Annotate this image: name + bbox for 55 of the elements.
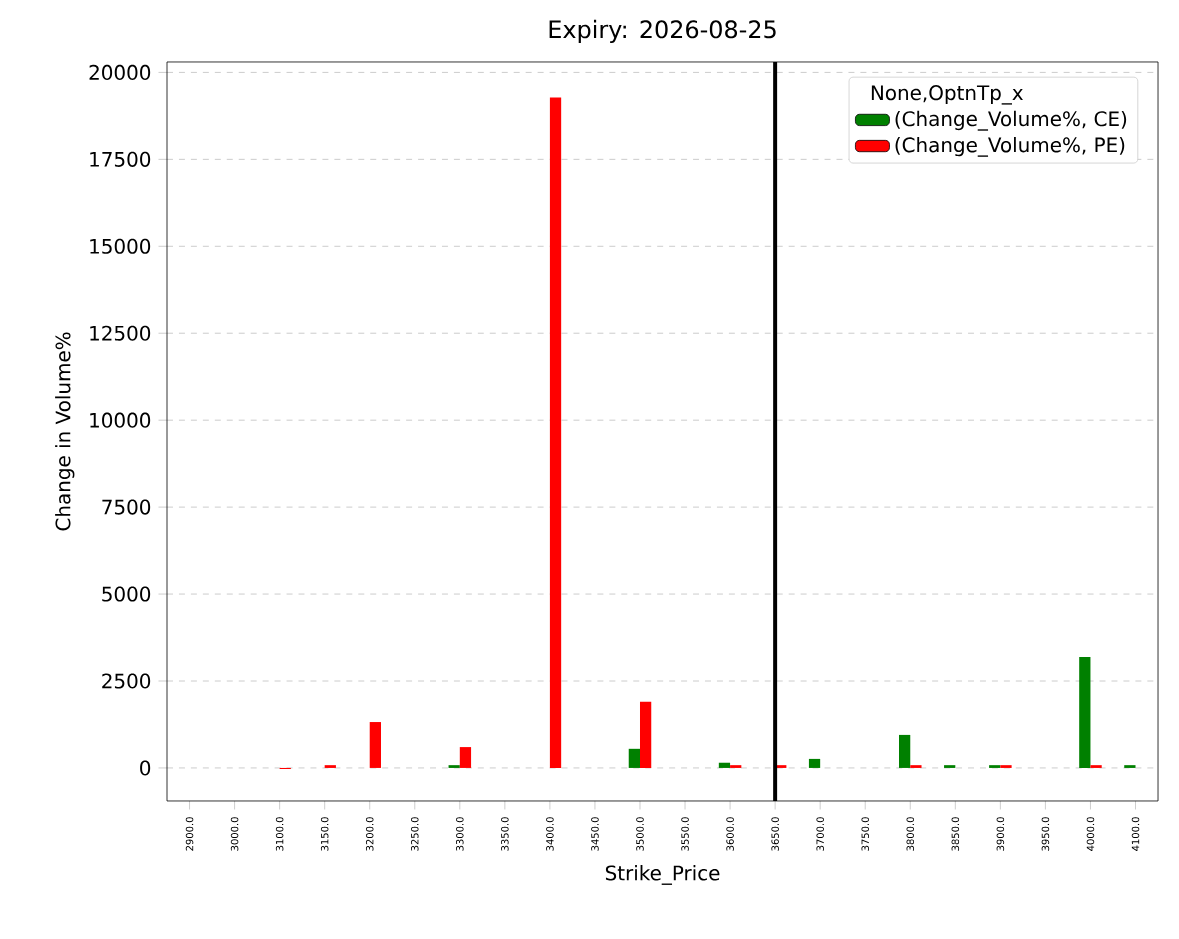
bar [628,748,640,768]
x-axis-title: Strike_Price [605,865,720,885]
x-tick-label: 3000.0 [230,817,239,851]
bar [899,734,911,768]
x-tick-label: 3900.0 [996,817,1005,851]
bar [808,758,821,768]
y-tick-label: 0 [140,760,151,776]
x-tick-label: 3400.0 [546,817,554,851]
bar [459,747,472,768]
legend-title: None,OptnTp_x [871,85,1023,105]
x-tick-label: 4000.0 [1086,817,1095,851]
x-tick-label: 3550.0 [681,817,689,851]
x-tick-label: 3450.0 [591,817,599,851]
bar [1090,765,1102,768]
x-tick-label: 3350.0 [501,817,509,851]
bar [549,97,562,768]
x-tick-label: 3250.0 [410,817,419,851]
legend-label: (Change_Volume%, CE) [895,110,1127,131]
x-tick-label: 3650.0 [771,817,779,851]
x-tick-label: 3300.0 [456,817,464,851]
x-tick-label: 3950.0 [1041,817,1050,851]
bar [1000,765,1012,768]
bar [718,762,731,768]
bar [944,765,956,768]
y-tick-label: 12500 [90,325,151,341]
bar [324,765,336,768]
bar [639,701,652,768]
bar [1079,657,1091,768]
x-tick-label: 3500.0 [636,817,644,851]
x-tick-label: 3800.0 [906,817,915,851]
bar [910,765,922,768]
x-tick-label: 3850.0 [951,817,960,851]
bar [1124,765,1136,768]
x-tick-label: 3600.0 [726,817,734,851]
y-tick-label: 20000 [89,64,151,80]
y-axis-title: Change in Volume% [55,332,75,531]
y-tick-label: 7500 [102,499,151,515]
y-tick-label: 10000 [90,412,151,428]
x-tick-label: 3150.0 [320,817,329,851]
bar [730,765,742,768]
chart-title: Expiry: 2026-08-25 [549,19,776,43]
y-tick-label: 5000 [102,586,151,602]
x-tick-label: 3750.0 [861,817,870,851]
x-tick-label: 3200.0 [365,817,374,851]
bar [989,765,1001,768]
x-tick-label: 3100.0 [275,817,284,851]
x-tick-label: 3700.0 [816,817,824,851]
x-tick-label: 2900.0 [185,817,194,851]
y-tick-label: 2500 [102,673,151,689]
y-tick-label: 15000 [90,238,151,254]
bar [369,722,381,768]
legend-label: (Change_Volume%, PE) [895,136,1125,157]
bar [448,765,460,768]
y-tick-label: 17500 [90,151,151,167]
x-tick-label: 4100.0 [1131,817,1140,851]
